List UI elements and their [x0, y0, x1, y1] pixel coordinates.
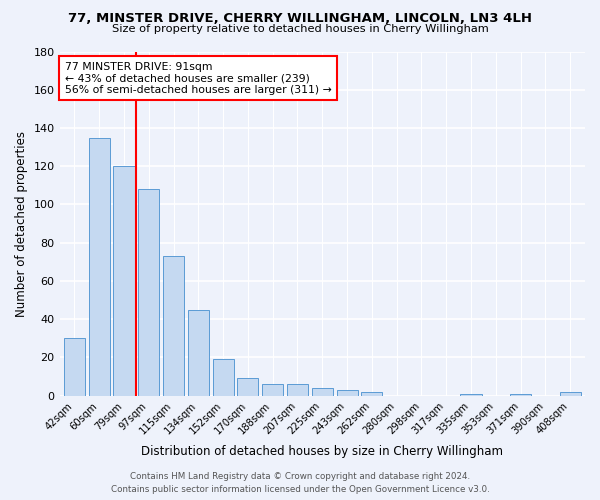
- Bar: [312, 388, 333, 396]
- Bar: [560, 392, 581, 396]
- X-axis label: Distribution of detached houses by size in Cherry Willingham: Distribution of detached houses by size …: [141, 444, 503, 458]
- Text: 77 MINSTER DRIVE: 91sqm
← 43% of detached houses are smaller (239)
56% of semi-d: 77 MINSTER DRIVE: 91sqm ← 43% of detache…: [65, 62, 332, 95]
- Bar: [138, 189, 160, 396]
- Text: 77, MINSTER DRIVE, CHERRY WILLINGHAM, LINCOLN, LN3 4LH: 77, MINSTER DRIVE, CHERRY WILLINGHAM, LI…: [68, 12, 532, 26]
- Y-axis label: Number of detached properties: Number of detached properties: [15, 130, 28, 316]
- Bar: [287, 384, 308, 396]
- Bar: [262, 384, 283, 396]
- Bar: [163, 256, 184, 396]
- Bar: [188, 310, 209, 396]
- Bar: [113, 166, 134, 396]
- Bar: [460, 394, 482, 396]
- Text: Size of property relative to detached houses in Cherry Willingham: Size of property relative to detached ho…: [112, 24, 488, 34]
- Bar: [89, 138, 110, 396]
- Text: Contains HM Land Registry data © Crown copyright and database right 2024.
Contai: Contains HM Land Registry data © Crown c…: [110, 472, 490, 494]
- Bar: [510, 394, 531, 396]
- Bar: [238, 378, 259, 396]
- Bar: [337, 390, 358, 396]
- Bar: [212, 360, 233, 396]
- Bar: [64, 338, 85, 396]
- Bar: [361, 392, 382, 396]
